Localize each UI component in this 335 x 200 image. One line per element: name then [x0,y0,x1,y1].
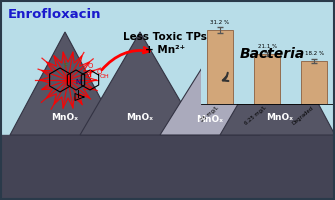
Text: MnOₓ: MnOₓ [201,70,218,74]
FancyArrowPatch shape [223,73,228,81]
Text: O: O [87,63,93,69]
Text: + Mn²⁺: + Mn²⁺ [145,45,185,55]
Text: N: N [75,79,81,85]
Text: MnOₓ: MnOₓ [52,114,78,122]
Text: MnOₓ: MnOₓ [127,114,153,122]
FancyBboxPatch shape [2,2,333,198]
Polygon shape [80,32,200,135]
Ellipse shape [217,22,319,82]
Polygon shape [10,32,120,135]
Text: O: O [96,69,102,75]
Text: F: F [63,63,67,69]
Text: Less Toxic TPs: Less Toxic TPs [123,32,207,42]
Text: OH: OH [99,74,109,79]
Polygon shape [160,55,260,135]
Polygon shape [220,32,335,135]
Text: Bacteria: Bacteria [240,47,305,61]
Text: MnOₓ: MnOₓ [197,116,223,124]
Text: MnOₓ: MnOₓ [267,114,293,122]
Text: Enrofloxacin: Enrofloxacin [8,8,102,21]
FancyArrowPatch shape [102,47,149,70]
